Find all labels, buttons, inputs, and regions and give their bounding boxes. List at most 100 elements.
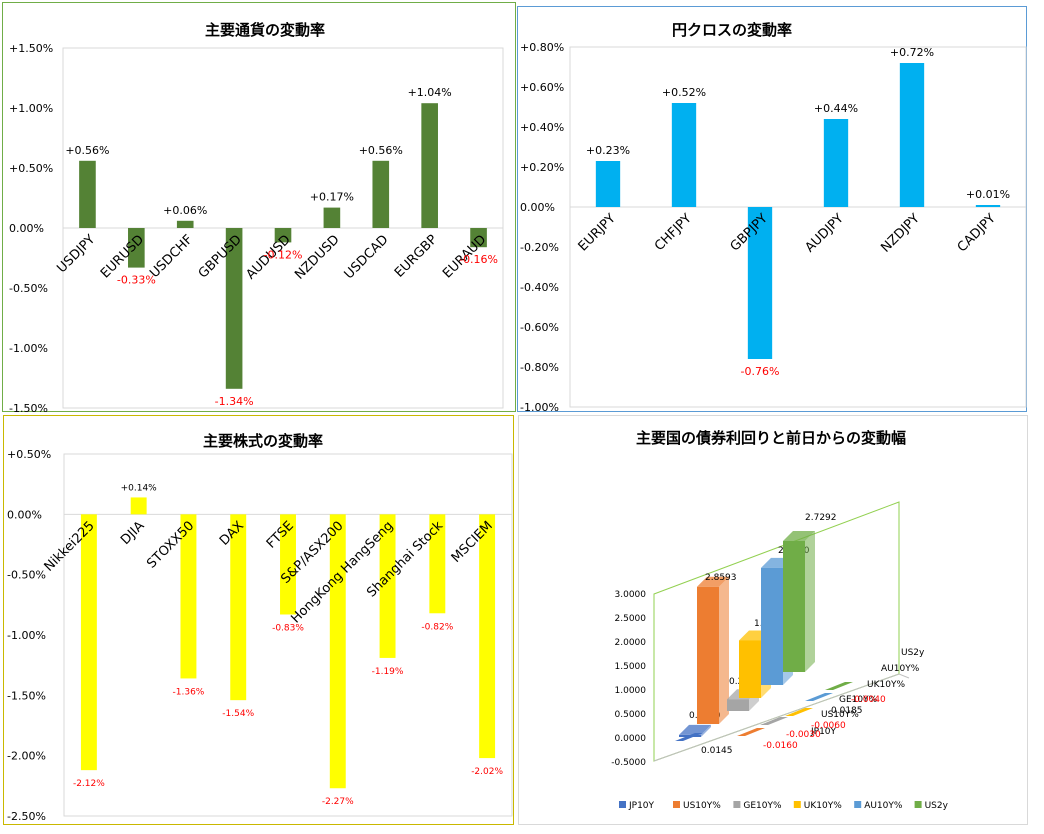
data-label-djia: +0.14% <box>121 483 158 493</box>
bar-msciem <box>479 514 496 759</box>
bar-gbpjpy <box>747 207 773 359</box>
category-label-eurgbp: EURGBP <box>392 232 441 281</box>
bar-us2y-change <box>825 682 853 690</box>
stock-chart-panel: 主要株式の変動率 +0.50% 0.00% -0.50% -1.00% -1.50% -2.… <box>3 415 514 825</box>
currency-chart-panel: 主要通貨の変動率 +1.50% +1.00% +0.50% 0.00% -0.50% -1.… <box>2 2 516 415</box>
bar-au10y-yield-front <box>761 567 783 685</box>
yen-cross-chart-panel: 円クロスの変動率 +0.80% +0.60% +0.40% +0.20% 0.00% -0.… <box>517 6 1027 414</box>
data-label-shanghai-stock: -0.82% <box>421 622 453 632</box>
stock-chart: 主要株式の変動率 +0.50% 0.00% -0.50% -1.00% -1.50% -2.… <box>7 432 513 823</box>
data-label-euraud: -0.16% <box>459 253 498 266</box>
category-label-chfjpy: CHFJPY <box>652 211 695 254</box>
legend-label-ge10y: GE10Y% <box>743 801 782 811</box>
plot-area <box>63 453 513 817</box>
bar-cadjpy <box>975 205 1001 207</box>
y-tick-label: 0.00% <box>9 222 44 235</box>
bar-us2y-yield-front <box>783 540 805 672</box>
bar-hongkong-hangseng <box>379 514 396 658</box>
y-tick-label: -0.60% <box>520 321 559 334</box>
legend-swatch-us10y <box>673 801 680 808</box>
data-label-usdcad: +0.56% <box>359 144 403 157</box>
y-tick-label: -0.20% <box>520 241 559 254</box>
legend-label-au10y: AU10Y% <box>864 801 903 811</box>
data-label-nzdusd: +0.17% <box>310 191 354 204</box>
bar-usdcad <box>372 160 390 228</box>
category-label-eurjpy: EURJPY <box>576 211 619 254</box>
category-label-usdchf: USDCHF <box>147 232 196 281</box>
bar-us2y-yield-top <box>783 530 815 541</box>
y-tick-label: +0.50% <box>7 448 51 461</box>
y-tick-label: +0.60% <box>520 81 564 94</box>
bar-us2y-yield-side <box>805 530 815 672</box>
bar-audusd <box>274 228 292 243</box>
data-label-gbpusd: -1.34% <box>215 395 254 408</box>
depth-label-us2y: US2y <box>901 648 925 658</box>
y-tick-label: +0.50% <box>9 162 53 175</box>
bar-us10y-yield-front <box>697 586 719 724</box>
data-label-au10y-change: 0.0185 <box>831 706 863 716</box>
data-label-eurjpy: +0.23% <box>586 144 630 157</box>
y-tick-label: 3.0000 <box>615 590 647 600</box>
bar-gbpusd <box>225 228 243 389</box>
y-tick-label: +1.00% <box>9 102 53 115</box>
data-label-us10y-change: -0.0160 <box>763 741 798 751</box>
data-label-cadjpy: +0.01% <box>966 188 1010 201</box>
depth-label-ge10y: GE10Y% <box>839 695 878 705</box>
bar-nikkei225 <box>80 514 97 771</box>
y-tick-label: 2.0000 <box>615 638 647 648</box>
bar-jp10y-yield-top <box>679 724 711 735</box>
chart-title: 主要通貨の変動率 <box>205 21 325 39</box>
bar-stoxx50 <box>180 514 197 679</box>
bar-uk10y-yield-front <box>739 640 761 698</box>
bar-eurjpy <box>595 161 621 207</box>
y-tick-label: 0.00% <box>520 201 555 214</box>
y-tick-label: -0.80% <box>520 361 559 374</box>
data-label-audusd: -0.12% <box>264 248 303 261</box>
y-tick-label: +0.80% <box>520 41 564 54</box>
legend-label-uk10y: UK10Y% <box>804 801 842 811</box>
currency-chart: 主要通貨の変動率 +1.50% +1.00% +0.50% 0.00% -0.50% -1.… <box>9 21 504 415</box>
y-tick-label: -1.50% <box>7 689 46 702</box>
y-tick-label: -1.50% <box>9 402 48 415</box>
bar-nzdusd <box>323 207 341 228</box>
bar-us10y-yield-top <box>697 576 729 587</box>
depth-label-jp10y: JP10Y <box>810 727 837 737</box>
data-label-dax: -1.54% <box>222 709 254 719</box>
chart-title: 主要国の債券利回りと前日からの変動幅 <box>636 429 906 447</box>
depth-label-uk10y: UK10Y% <box>867 680 905 690</box>
bar-nzdjpy <box>899 63 925 207</box>
legend-label-us10y: US10Y% <box>683 801 721 811</box>
y-tick-label: +1.50% <box>9 42 53 55</box>
data-label-jp10y-change: 0.0145 <box>701 746 733 756</box>
y-tick-label: -0.50% <box>7 569 46 582</box>
data-label-us10y-yield: 2.8593 <box>705 573 737 583</box>
y-tick-label: -0.40% <box>520 281 559 294</box>
y-tick-label: 1.5000 <box>615 662 647 672</box>
bond-chart-panel: 主要国の債券利回りと前日からの変動幅 3.0000 2.5000 2.0000 1.50… <box>518 415 1028 825</box>
data-label-us2y-change: -0.0040 <box>851 695 886 705</box>
bar-s-p-asx200 <box>329 514 346 789</box>
y-tick-label: -1.00% <box>7 629 46 642</box>
data-label-uk10y-change: -0.0060 <box>811 721 846 731</box>
data-label-hongkong-hangseng: -1.19% <box>372 667 404 677</box>
bar-us10y-change <box>737 728 765 736</box>
category-label-usdjpy: USDJPY <box>54 232 98 276</box>
bar-ge10y-change <box>760 717 788 725</box>
bar-au10y-change <box>805 693 833 701</box>
data-label-gbpjpy: -0.76% <box>741 365 780 378</box>
legend-swatch-au10y <box>854 801 862 808</box>
legend-swatch-jp10y <box>619 801 626 808</box>
data-label-s-p-asx200: -2.27% <box>322 797 354 807</box>
chart-title: 主要株式の変動率 <box>203 432 323 450</box>
legend-swatch-us2y <box>914 801 922 808</box>
bar-jp10y-change <box>675 733 703 741</box>
y-tick-label: +0.20% <box>520 161 564 174</box>
depth-label-us10y: US10Y% <box>821 710 859 720</box>
data-label-stoxx50: -1.36% <box>173 687 205 697</box>
data-label-audjpy: +0.44% <box>814 102 858 115</box>
bar-shanghai-stock <box>429 514 446 614</box>
data-label-ge10y-change: -0.0030 <box>786 730 821 740</box>
chart-title: 円クロスの変動率 <box>672 21 792 39</box>
category-label-audjpy: AUDJPY <box>802 211 846 255</box>
bar-chfjpy <box>671 103 697 207</box>
